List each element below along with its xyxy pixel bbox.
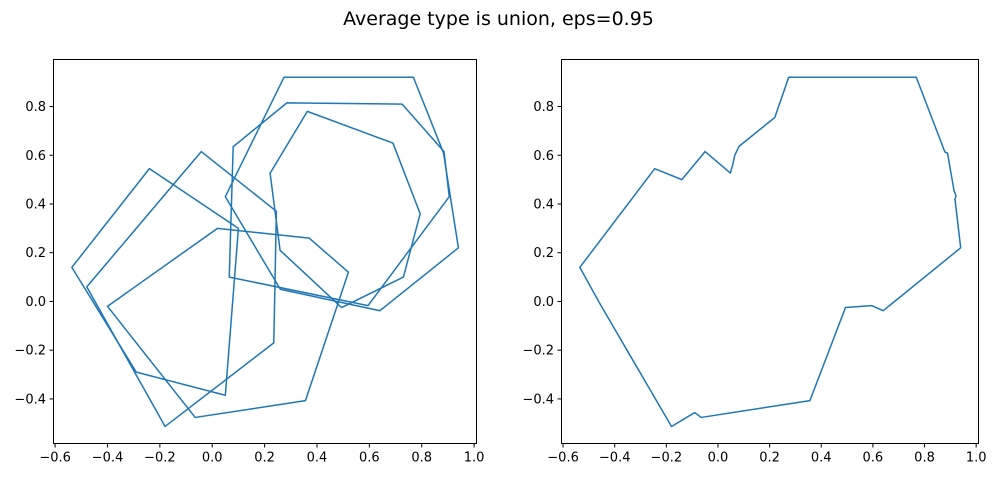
polygon-3: [269, 110, 421, 309]
x-tick-label: 0.4: [811, 451, 832, 466]
x-tick-label: 0.0: [708, 451, 729, 466]
y-tick-label: 0.0: [25, 295, 46, 310]
x-tick-label: 1.0: [966, 451, 987, 466]
y-tick-label: 0.8: [533, 100, 554, 115]
axes-frame: [53, 59, 477, 444]
x-tick-label: 0.0: [202, 451, 223, 466]
x-tick-label: −0.4: [599, 451, 631, 466]
y-tick-label: 0.0: [533, 295, 554, 310]
x-tick-label: 0.2: [254, 451, 275, 466]
y-tick-label: −0.2: [14, 344, 46, 359]
x-tick-label: 0.6: [359, 451, 380, 466]
x-tick-label: 0.2: [759, 451, 780, 466]
y-tick-label: 0.2: [25, 246, 46, 261]
y-tick-label: 0.8: [25, 100, 46, 115]
y-tick-label: −0.2: [522, 344, 554, 359]
polygon-5: [86, 150, 278, 428]
polygon-6: [106, 227, 350, 419]
x-tick-label: 0.8: [411, 451, 432, 466]
x-tick-label: −0.2: [144, 451, 176, 466]
union-polygon: [579, 76, 962, 428]
y-tick-label: −0.4: [522, 392, 554, 407]
figure-title: Average type is union, eps=0.95: [343, 8, 654, 30]
y-tick-label: 0.4: [25, 197, 46, 212]
polygon-1: [224, 76, 460, 312]
x-tick-label: 0.8: [914, 451, 935, 466]
x-tick-label: 0.4: [307, 451, 328, 466]
polygon-4: [71, 167, 240, 397]
x-tick-label: 1.0: [464, 451, 485, 466]
x-tick-label: −0.6: [547, 451, 579, 466]
y-tick-label: 0.4: [533, 197, 554, 212]
x-tick-label: 0.6: [863, 451, 884, 466]
y-tick-label: −0.4: [14, 392, 46, 407]
y-tick-label: 0.6: [533, 149, 554, 164]
left-plot: −0.6 −0.4 −0.2 0.0 0.2 0.4 0.6 0.8 1.0 −0.4 −0.2 0.…: [14, 59, 484, 466]
x-tick-label: −0.4: [92, 451, 124, 466]
right-plot: −0.6 −0.4 −0.2 0.0 0.2 0.4 0.6 0.8 1.0 −0.4 −0.2 0.…: [522, 59, 987, 466]
x-tick-label: −0.2: [651, 451, 683, 466]
y-tick-label: 0.6: [25, 149, 46, 164]
polygon-2: [228, 102, 450, 307]
x-tick-label: −0.6: [39, 451, 71, 466]
axes-frame: [561, 59, 979, 444]
y-tick-label: 0.2: [533, 246, 554, 261]
